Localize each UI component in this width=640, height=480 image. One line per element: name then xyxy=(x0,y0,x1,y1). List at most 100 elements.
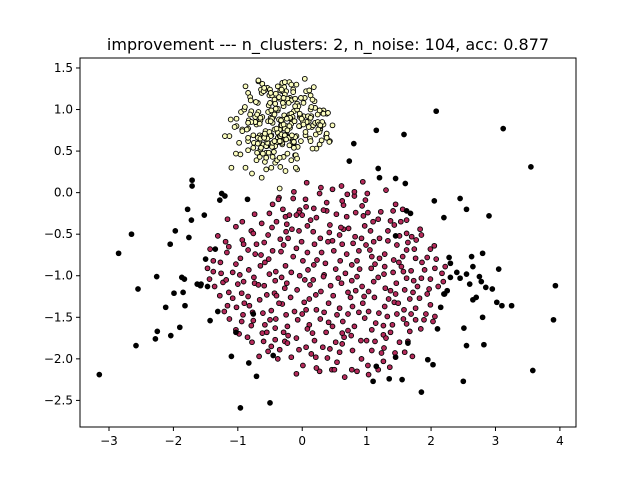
scatter-point xyxy=(262,259,268,266)
scatter-point xyxy=(229,269,236,276)
scatter-point xyxy=(284,323,291,330)
scatter-point xyxy=(401,349,408,356)
scatter-point xyxy=(339,318,346,325)
scatter-point xyxy=(325,319,332,326)
scatter-point xyxy=(432,265,438,272)
scatter-point xyxy=(289,132,295,139)
scatter-point xyxy=(446,254,452,261)
scatter-point xyxy=(244,196,251,203)
scatter-point xyxy=(316,107,323,114)
scatter-point xyxy=(308,104,315,110)
scatter-point xyxy=(281,79,288,85)
scatter-point xyxy=(233,329,239,336)
scatter-point xyxy=(466,281,473,287)
scatter-point xyxy=(390,257,397,263)
scatter-point xyxy=(528,164,534,170)
scatter-point xyxy=(266,210,273,217)
scatter-point xyxy=(263,292,270,298)
scatter-point xyxy=(245,134,251,141)
x-axis: −3 −2 −1 0 1 2 3 4 xyxy=(100,427,564,448)
scatter-point xyxy=(272,90,279,97)
scatter-point xyxy=(416,295,423,302)
scatter-point xyxy=(384,313,391,320)
scatter-point xyxy=(356,247,362,254)
scatter-point xyxy=(280,242,287,248)
scatter-point xyxy=(233,223,239,230)
scatter-point xyxy=(442,263,449,270)
scatter-point xyxy=(381,271,387,277)
scatter-point xyxy=(268,343,275,350)
scatter-point xyxy=(240,241,247,248)
scatter-point xyxy=(387,287,394,294)
scatter-point xyxy=(261,85,268,91)
scatter-point xyxy=(288,269,295,276)
scatter-point xyxy=(410,289,416,296)
scatter-point xyxy=(431,242,438,249)
scatter-point xyxy=(424,356,431,363)
scatter-point xyxy=(433,256,440,262)
scatter-point xyxy=(306,296,313,302)
scatter-point xyxy=(339,330,346,336)
scatter-point xyxy=(289,226,295,233)
scatter-point xyxy=(349,303,356,310)
scatter-point xyxy=(260,150,266,157)
scatter-point xyxy=(359,178,366,185)
scatter-point xyxy=(260,310,266,316)
scatter-point xyxy=(400,316,407,322)
scatter-point xyxy=(335,275,342,282)
scatter-point xyxy=(421,267,428,273)
scatter-point xyxy=(337,257,344,264)
scatter-point xyxy=(265,348,271,355)
scatter-point xyxy=(204,265,211,272)
scatter-point xyxy=(307,217,314,223)
scatter-point xyxy=(167,241,174,248)
scatter-point xyxy=(291,308,298,315)
scatter-point xyxy=(350,240,356,247)
scatter-point xyxy=(272,277,279,284)
scatter-point xyxy=(306,87,313,94)
scatter-point xyxy=(263,329,270,336)
scatter-point xyxy=(311,337,318,344)
scatter-point xyxy=(447,260,454,267)
scatter-point xyxy=(236,272,243,278)
scatter-point xyxy=(397,218,404,225)
scatter-point xyxy=(223,277,230,283)
scatter-point xyxy=(214,233,221,239)
scatter-point xyxy=(396,339,403,346)
scatter-point xyxy=(405,239,411,246)
scatter-point xyxy=(394,311,400,317)
scatter-point xyxy=(301,75,308,82)
scatter-point xyxy=(283,136,289,143)
scatter-point xyxy=(463,271,470,277)
scatter-point xyxy=(237,151,244,158)
scatter-point xyxy=(224,249,230,256)
scatter-point xyxy=(246,302,253,309)
scatter-point xyxy=(250,132,257,139)
scatter-point xyxy=(381,263,388,270)
scatter-point xyxy=(277,236,284,243)
scatter-point xyxy=(269,224,275,231)
scatter-point xyxy=(250,230,257,237)
scatter-point xyxy=(329,122,336,129)
scatter-point xyxy=(282,168,289,174)
y-tick-label: −1.0 xyxy=(44,269,73,283)
scatter-point xyxy=(354,257,360,264)
scatter-point xyxy=(300,362,306,369)
scatter-point xyxy=(292,95,298,102)
scatter-point xyxy=(265,256,272,262)
scatter-point xyxy=(419,259,425,266)
scatter-point xyxy=(251,211,258,218)
scatter-point xyxy=(259,330,266,336)
scatter-point xyxy=(370,378,376,385)
scatter-point xyxy=(275,196,282,203)
scatter-point xyxy=(493,299,500,306)
scatter-point xyxy=(176,324,183,331)
scatter-point xyxy=(207,246,213,252)
scatter-point xyxy=(325,300,332,307)
scatter-point xyxy=(314,257,320,263)
scatter-point xyxy=(283,115,290,122)
scatter-point xyxy=(245,247,251,253)
scatter-point xyxy=(298,238,305,245)
scatter-point xyxy=(293,335,300,341)
x-tick-label: −2 xyxy=(165,434,183,448)
